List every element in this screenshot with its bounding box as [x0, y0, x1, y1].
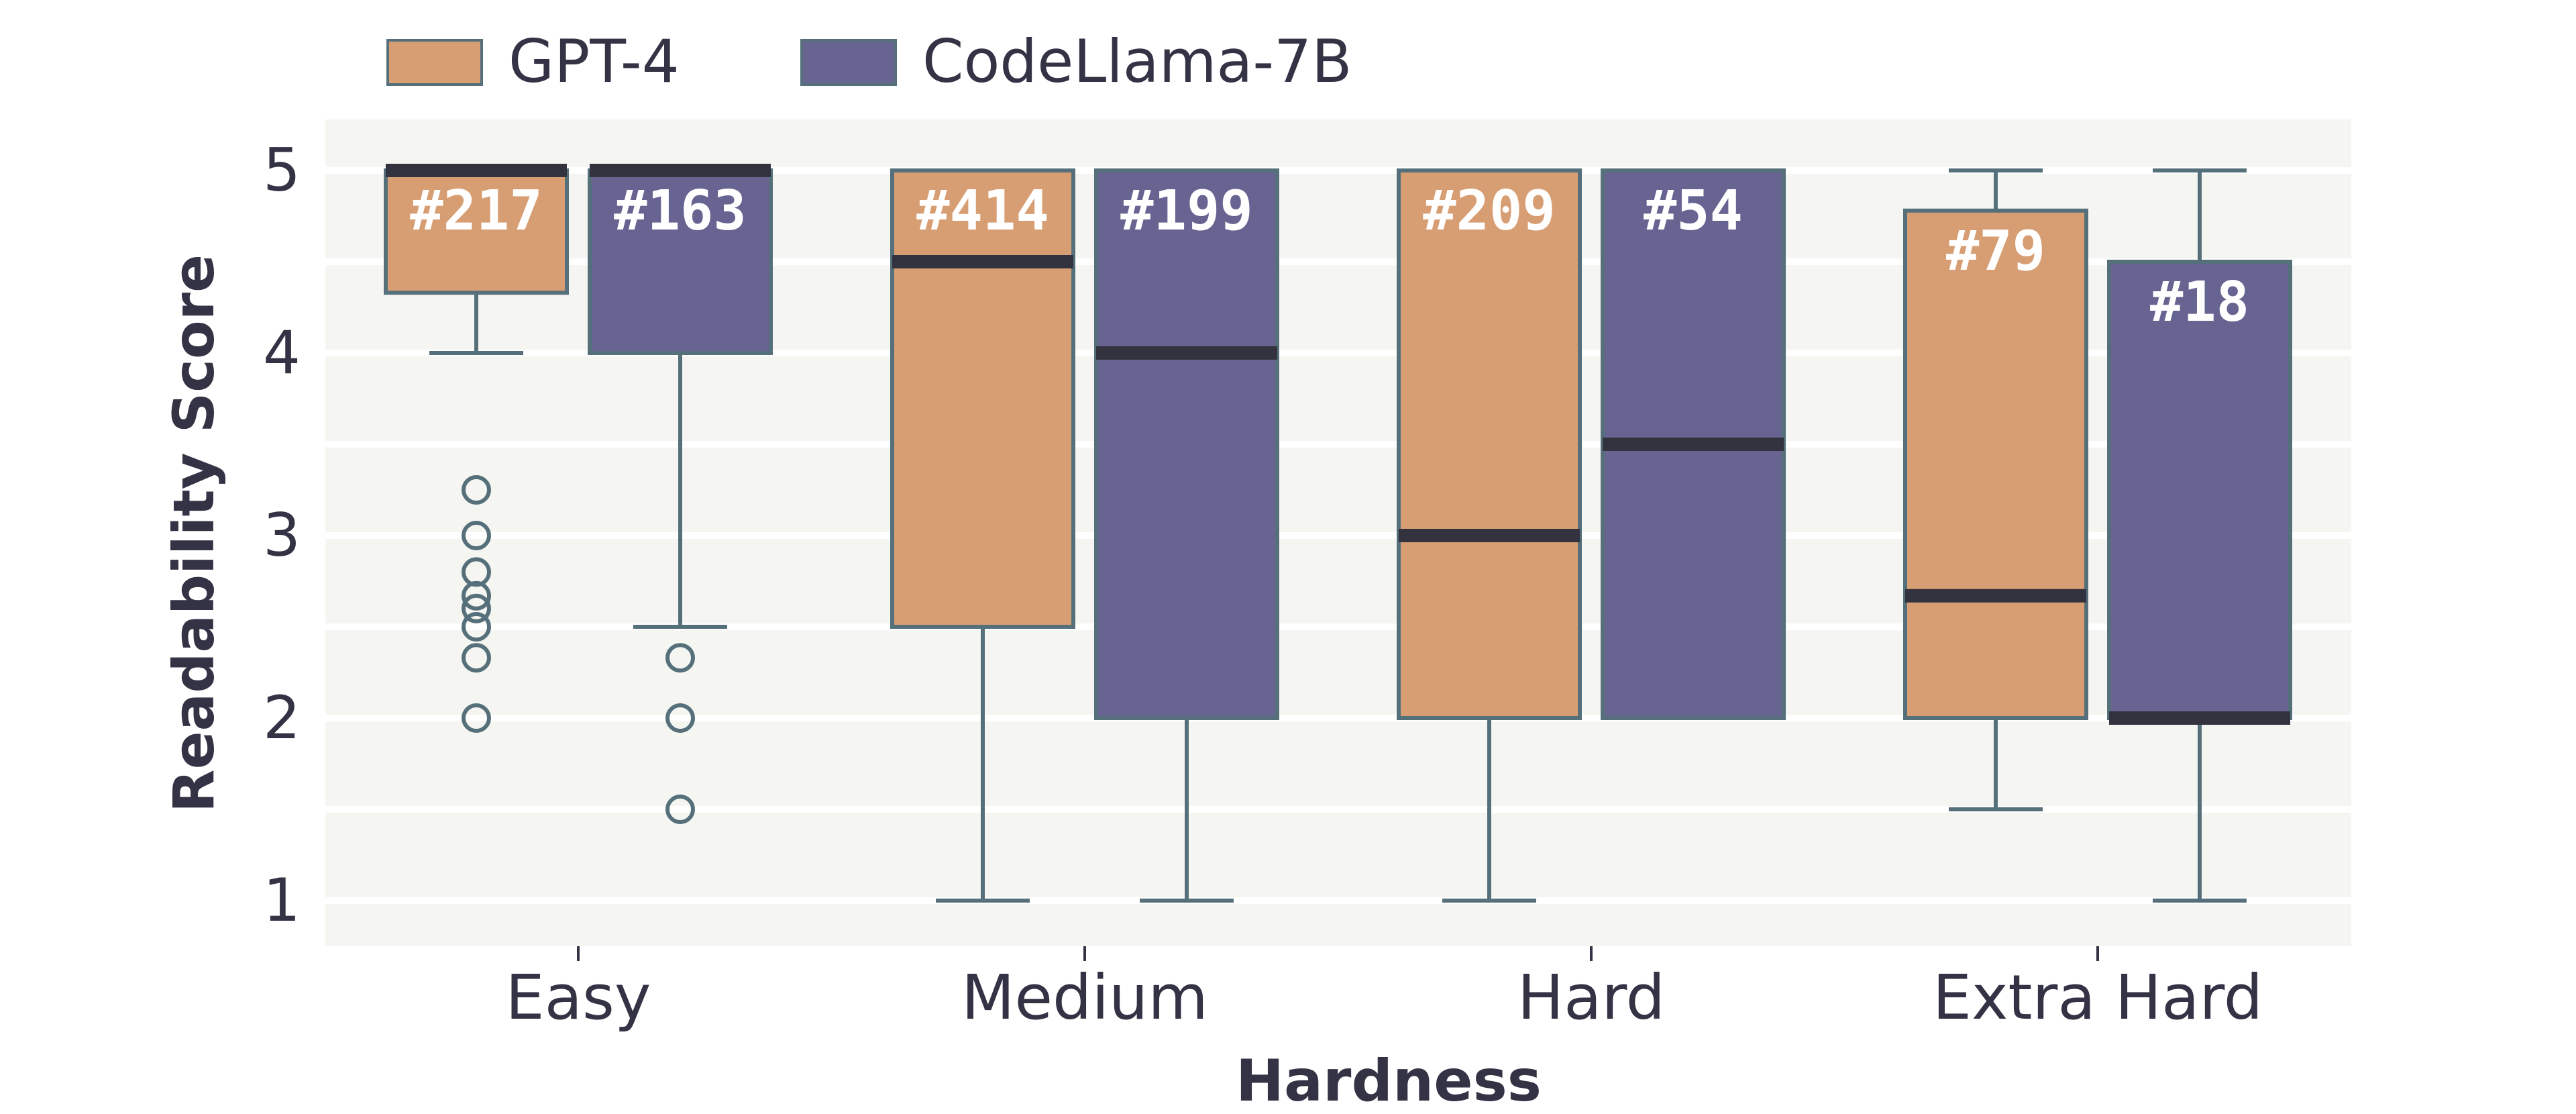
count-label: #209: [1423, 179, 1555, 243]
y-tick-label: 4: [263, 318, 301, 387]
count-label: #414: [916, 179, 1049, 243]
outlier-point: [462, 612, 491, 642]
box-group: #209: [1397, 168, 1582, 903]
outlier-point: [462, 580, 491, 611]
box-group: #54: [1601, 168, 1786, 720]
box-iqr: [1397, 168, 1582, 720]
box-group: #199: [1094, 168, 1279, 903]
outlier-point: [462, 643, 491, 673]
count-label: #163: [614, 179, 746, 243]
y-tick-label: 5: [263, 136, 301, 205]
box-group: #414: [890, 168, 1075, 903]
box-iqr: [384, 168, 569, 295]
count-label: #217: [410, 179, 542, 243]
box-group: #163: [588, 164, 773, 824]
outlier-point: [462, 703, 491, 733]
y-tick-label: 3: [263, 501, 301, 570]
box-iqr: [1094, 168, 1279, 720]
outlier-point: [665, 643, 695, 673]
x-axis-ticks: Easy Medium Hard Extra Hard: [506, 946, 2263, 1033]
x-tick-label: Hard: [1517, 962, 1665, 1033]
y-axis-title: Readability Score: [161, 254, 227, 813]
x-tick-label: Medium: [961, 962, 1208, 1033]
legend-label: CodeLlama-7B: [922, 27, 1352, 96]
legend-swatch: [800, 39, 897, 86]
count-label: #18: [2150, 270, 2249, 334]
legend-label: GPT-4: [508, 27, 680, 96]
outlier-point: [462, 475, 491, 505]
legend: GPT-4 CodeLlama-7B: [386, 27, 1352, 96]
x-tick-label: Easy: [506, 962, 651, 1033]
y-tick-label: 2: [263, 683, 301, 752]
box-group: #18: [2107, 168, 2292, 903]
box-iqr: [2107, 260, 2292, 720]
box-group: #79: [1903, 168, 2088, 811]
x-tick-label: Extra Hard: [1933, 962, 2263, 1033]
count-label: #199: [1120, 179, 1252, 243]
outlier-point: [665, 703, 695, 733]
outlier-point: [665, 795, 695, 824]
y-tick-label: 1: [263, 866, 301, 935]
box-series: #217 #414 #209 #79 #163 #199 #54 #18: [384, 164, 2292, 903]
y-axis-ticks: 1 2 3 4 5: [263, 136, 301, 935]
box-iqr: [1903, 208, 2088, 720]
count-label: #54: [1644, 179, 1743, 243]
box-group: #217: [384, 164, 569, 733]
legend-swatch: [386, 39, 483, 86]
outlier-point: [462, 521, 491, 550]
x-axis-title: Hardness: [1236, 1048, 1542, 1114]
outlier-point: [462, 593, 491, 623]
count-label: #79: [1946, 219, 2045, 283]
box-iqr: [588, 168, 773, 355]
box-iqr: [890, 168, 1075, 629]
